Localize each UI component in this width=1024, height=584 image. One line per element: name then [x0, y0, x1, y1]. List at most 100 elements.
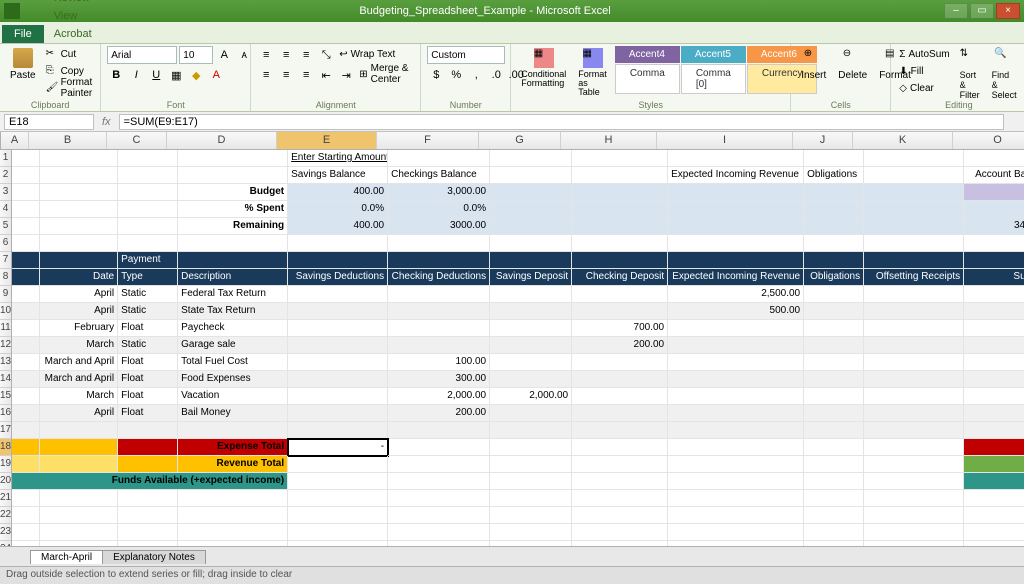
col-header-F[interactable]: F — [377, 132, 479, 149]
cell[interactable] — [12, 507, 40, 524]
cell[interactable] — [388, 252, 490, 269]
cell[interactable]: 2,500.00 — [668, 286, 804, 303]
cell[interactable] — [964, 235, 1024, 252]
cell[interactable] — [572, 286, 668, 303]
cell[interactable]: Account Balance — [964, 167, 1024, 184]
style-comma[interactable]: Comma — [615, 64, 680, 94]
cell[interactable] — [288, 507, 388, 524]
cell[interactable] — [864, 405, 964, 422]
cell[interactable] — [864, 167, 964, 184]
cell[interactable]: 400.00 — [288, 184, 388, 201]
ribbon-tab-view[interactable]: View — [44, 7, 126, 25]
cell[interactable] — [118, 167, 178, 184]
cell[interactable] — [668, 422, 804, 439]
cell[interactable] — [288, 252, 388, 269]
row-header-9[interactable]: 9 — [0, 286, 11, 303]
align-left-button[interactable]: ≡ — [257, 66, 275, 84]
cell[interactable] — [12, 354, 40, 371]
cell[interactable] — [288, 286, 388, 303]
cell[interactable]: Bail Money — [178, 405, 288, 422]
cell[interactable] — [388, 541, 490, 546]
cell[interactable] — [40, 252, 118, 269]
cell[interactable] — [388, 490, 490, 507]
cell[interactable] — [388, 507, 490, 524]
cell[interactable] — [964, 490, 1024, 507]
cell[interactable] — [572, 541, 668, 546]
cell[interactable] — [572, 303, 668, 320]
cell[interactable] — [864, 507, 964, 524]
cell[interactable] — [40, 218, 118, 235]
cell[interactable] — [864, 456, 964, 473]
align-bot-button[interactable]: ≡ — [297, 46, 315, 64]
cell[interactable] — [388, 320, 490, 337]
cell[interactable] — [964, 371, 1024, 388]
cell[interactable] — [964, 524, 1024, 541]
cell[interactable] — [964, 320, 1024, 337]
row-header-16[interactable]: 16 — [0, 405, 11, 422]
cell[interactable] — [668, 235, 804, 252]
delete-cells-button[interactable]: ⊖Delete — [834, 46, 871, 83]
cell[interactable] — [490, 235, 572, 252]
cell[interactable] — [178, 235, 288, 252]
cell[interactable] — [12, 286, 40, 303]
cell[interactable] — [40, 490, 118, 507]
cell[interactable] — [288, 337, 388, 354]
cell[interactable] — [388, 286, 490, 303]
cell[interactable] — [964, 541, 1024, 546]
cell[interactable] — [572, 507, 668, 524]
row-header-23[interactable]: 23 — [0, 524, 11, 541]
cell[interactable]: March and April — [40, 371, 118, 388]
cell[interactable]: 3400.00 — [964, 218, 1024, 235]
conditional-formatting-button[interactable]: ▦Conditional Formatting — [517, 46, 570, 90]
cell[interactable] — [490, 473, 572, 490]
cell[interactable] — [288, 524, 388, 541]
cell[interactable] — [572, 371, 668, 388]
cell[interactable] — [40, 150, 118, 167]
cell[interactable]: Federal Tax Return — [178, 286, 288, 303]
percent-button[interactable]: % — [447, 66, 465, 84]
cell[interactable] — [668, 150, 804, 167]
cell[interactable] — [12, 422, 40, 439]
cell[interactable] — [40, 524, 118, 541]
cell[interactable]: Float — [118, 388, 178, 405]
col-header-D[interactable]: D — [167, 132, 277, 149]
row-header-8[interactable]: 8 — [0, 269, 11, 286]
cell[interactable] — [388, 439, 490, 456]
cell[interactable] — [178, 422, 288, 439]
cell[interactable] — [668, 252, 804, 269]
cell[interactable] — [118, 218, 178, 235]
cell[interactable] — [572, 218, 668, 235]
cell[interactable]: Food Expenses — [178, 371, 288, 388]
style-comma0[interactable]: Comma [0] — [681, 64, 746, 94]
file-tab[interactable]: File — [2, 25, 44, 43]
cell[interactable]: March — [40, 388, 118, 405]
cell[interactable] — [864, 473, 964, 490]
cell[interactable]: April — [40, 286, 118, 303]
cell[interactable] — [668, 456, 804, 473]
cell[interactable]: Checking Deductions — [388, 269, 490, 286]
cell[interactable] — [804, 541, 864, 546]
cell[interactable] — [804, 490, 864, 507]
row-header-18[interactable]: 18 — [0, 439, 11, 456]
fill-button[interactable]: ⬇ Fill — [897, 63, 951, 79]
cell[interactable] — [490, 422, 572, 439]
cell[interactable]: March — [40, 337, 118, 354]
cell[interactable] — [178, 541, 288, 546]
cell[interactable] — [12, 167, 40, 184]
cell[interactable] — [864, 286, 964, 303]
cell[interactable]: 3,400 — [964, 184, 1024, 201]
cell[interactable] — [804, 354, 864, 371]
cell[interactable]: Expected Incoming Revenue — [668, 167, 804, 184]
cell[interactable] — [804, 473, 864, 490]
cell[interactable]: March and April — [40, 354, 118, 371]
cell[interactable] — [804, 422, 864, 439]
cell[interactable] — [118, 507, 178, 524]
cell[interactable] — [388, 337, 490, 354]
fx-icon[interactable]: fx — [94, 116, 119, 128]
border-button[interactable]: ▦ — [167, 66, 185, 84]
cell[interactable] — [668, 354, 804, 371]
cell[interactable] — [388, 303, 490, 320]
maximize-button[interactable]: ▭ — [970, 3, 994, 19]
italic-button[interactable]: I — [127, 66, 145, 84]
cell[interactable] — [864, 354, 964, 371]
